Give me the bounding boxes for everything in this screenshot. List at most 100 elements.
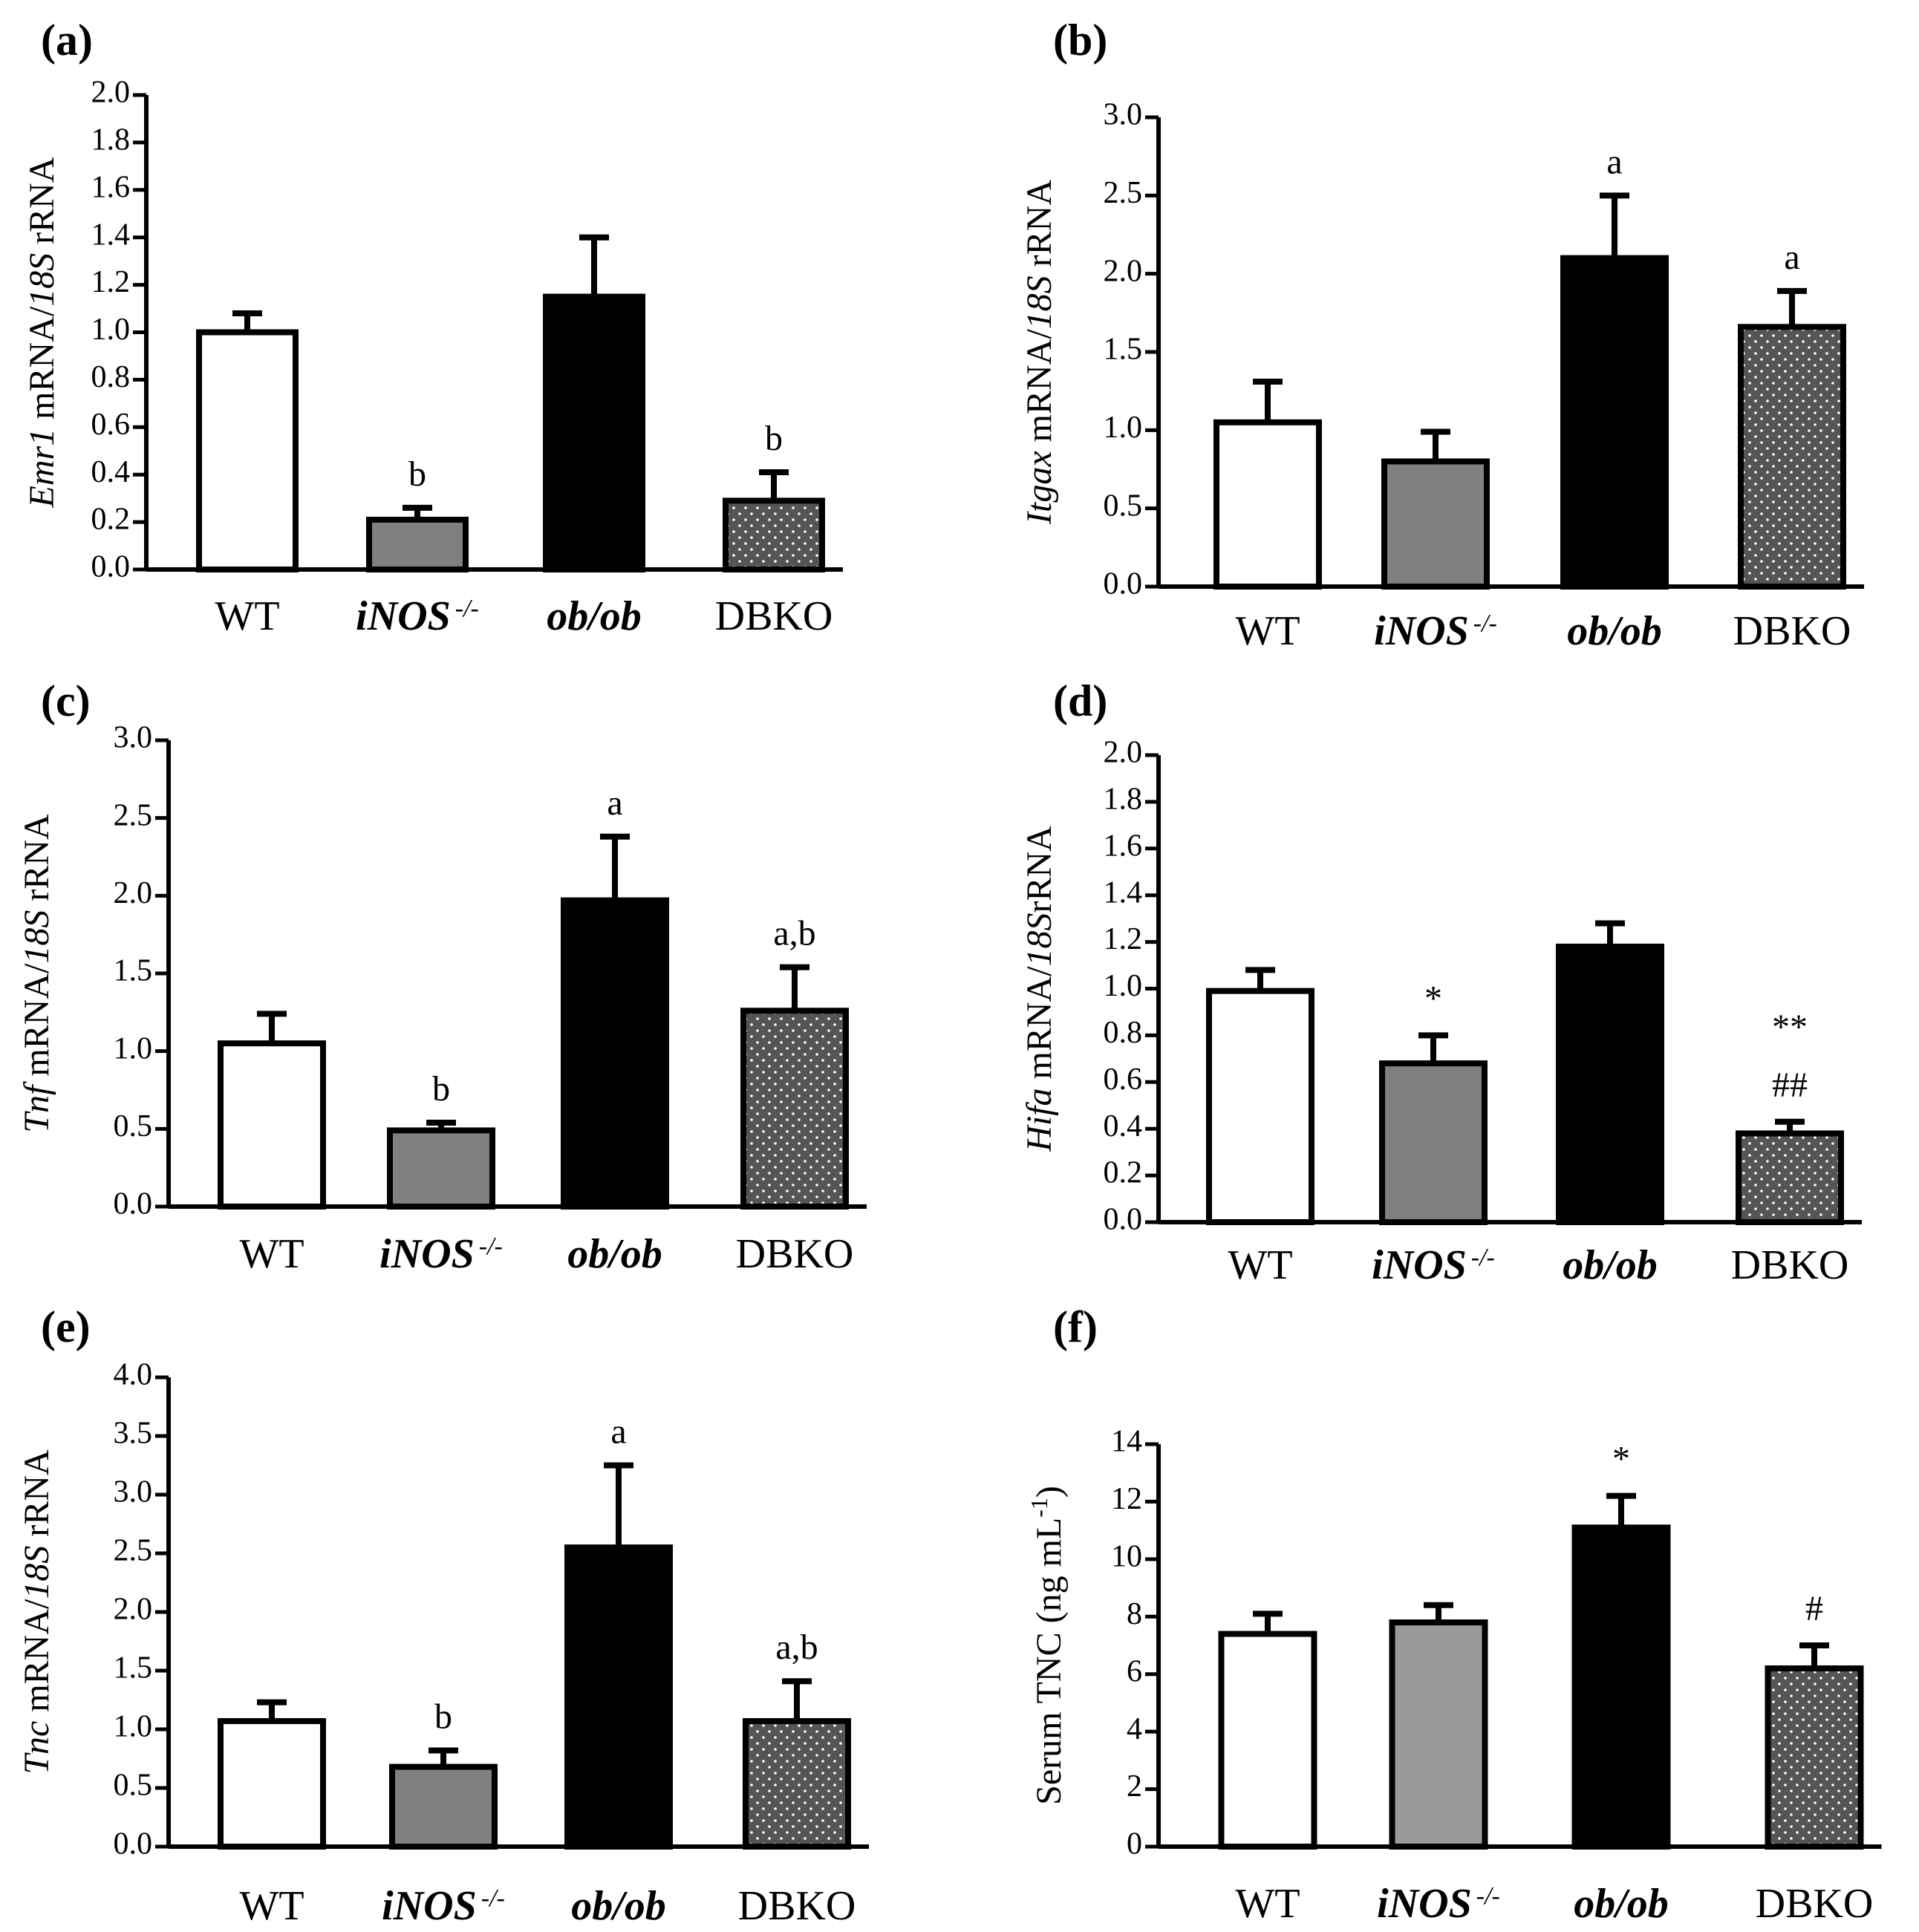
panel-d-y-tick-label: 1.4: [1104, 875, 1143, 910]
panel-c-y-axis-title: Tnf mRNA/18S rRNA: [17, 814, 56, 1133]
panel-e-y-tick-label: 1.0: [114, 1710, 153, 1744]
panel-d-bar-inos: [1379, 1060, 1488, 1226]
panel-b-y-tick-label: 3.0: [1104, 98, 1143, 132]
panel-c-bar-inos: [387, 1127, 495, 1210]
panel-a-category-dbko: DBKO: [715, 593, 833, 639]
panel-b-y-tick-label: 1.0: [1104, 411, 1143, 445]
panel-a-y-tick-label: 0.6: [91, 408, 131, 442]
panel-e: (e) 0.0 0.5 1.0 1.5 2.0 2.5 3.0 3.5 4.0 Tnc mRNA/1…: [17, 1302, 869, 1929]
panel-b-y-axis-title: Itgax mRNA/18S rRNA: [1020, 180, 1059, 525]
panel-d-category-dbko: DBKO: [1731, 1242, 1849, 1288]
panel-c-y-tick-label: 2.5: [114, 798, 153, 832]
panel-d-bar-obob: [1556, 943, 1664, 1225]
panel-a-y-tick-label: 1.4: [91, 218, 131, 252]
panel-b-annotation-obob: a: [1606, 142, 1622, 181]
panel-f-category-dbko: DBKO: [1756, 1881, 1874, 1927]
panel-e-category-inos: iNOS -/-: [382, 1883, 505, 1929]
panel-a-annotation-dbko: b: [765, 419, 783, 458]
panel-b-y-tick-label: 2.5: [1104, 176, 1143, 210]
panel-f-bar-inos: [1389, 1619, 1488, 1850]
panel-d-bar-dbko: [1736, 1130, 1844, 1225]
panel-c-y-tick-label: 3.0: [114, 721, 153, 755]
panel-e-category-dbko: DBKO: [738, 1883, 856, 1929]
panel-b-y-tick-label: 1.5: [1104, 333, 1143, 367]
panel-e-bar-dbko: [743, 1717, 851, 1850]
panel-d-y-tick-label: 0.6: [1104, 1063, 1143, 1097]
panel-c-bar-dbko: [740, 1008, 849, 1210]
panel-f-annotation-obob: *: [1612, 1440, 1630, 1479]
panel-a-y-tick-label: 0.4: [91, 455, 131, 489]
panel-f-label: (f): [1053, 1302, 1098, 1351]
panel-c-y-tick-label: 1.5: [114, 954, 153, 988]
panel-a-y-tick-label: 0.0: [91, 550, 131, 584]
panel-a-bar-wt: [196, 329, 299, 572]
panel-e-y-tick-label: 0.0: [114, 1827, 153, 1861]
panel-f-y-tick-label: 14: [1111, 1425, 1142, 1459]
panel-b-category-dbko: DBKO: [1733, 608, 1851, 654]
panel-f-category-inos: iNOS -/-: [1377, 1881, 1500, 1927]
panel-c-category-wt: WT: [239, 1231, 304, 1277]
panel-d-annotation-inos: *: [1424, 979, 1442, 1018]
panel-b-bar-obob: [1560, 255, 1669, 590]
panel-b: (b) 0.0 0.5 1.0 1.5 2.0 2.5 3.0 Itgax mRNA/18S r…: [1020, 16, 1864, 654]
panel-b-bar-dbko: [1738, 324, 1846, 590]
panel-a-label: (a): [41, 16, 93, 65]
panel-a-y-tick-label: 0.2: [91, 503, 131, 537]
panel-a-bar-dbko: [723, 497, 825, 572]
panel-f-annotation-dbko: #: [1805, 1589, 1823, 1628]
panel-c-bar-wt: [218, 1040, 326, 1210]
panel-b-y-tick-label: 0.0: [1104, 567, 1143, 601]
panel-b-y-tick-label: 0.5: [1104, 489, 1143, 523]
panel-e-annotation-inos: b: [434, 1697, 452, 1736]
panel-f-bar-obob: [1571, 1524, 1671, 1850]
panel-a-category-wt: WT: [215, 593, 279, 639]
panel-f-y-axis-title: Serum TNC (ng mL-1): [1026, 1486, 1069, 1805]
panel-a-bar-obob: [543, 293, 645, 572]
panel-f-y-tick-label: 12: [1111, 1482, 1142, 1516]
panel-e-category-obob: ob/ob: [571, 1883, 666, 1929]
panel-b-category-obob: ob/ob: [1567, 608, 1662, 654]
panel-a-y-tick-label: 1.6: [91, 170, 131, 204]
panel-f-y-tick-label: 10: [1111, 1539, 1142, 1573]
panel-c-category-obob: ob/ob: [567, 1231, 662, 1277]
panel-d-annotation-dbko: ##: [1772, 1065, 1808, 1105]
panel-b-annotation-dbko: a: [1784, 238, 1799, 277]
panel-d-category-inos: iNOS -/-: [1372, 1242, 1495, 1288]
panel-f-y-tick-label: 4: [1127, 1712, 1142, 1746]
panel-d-y-tick-label: 0.2: [1104, 1156, 1143, 1190]
panel-f-bar-dbko: [1765, 1665, 1864, 1850]
panel-e-y-tick-label: 2.5: [114, 1534, 153, 1568]
panel-b-category-wt: WT: [1235, 608, 1300, 654]
panel-e-y-axis-title: Tnc mRNA/18S rRNA: [17, 1449, 56, 1775]
panel-a-y-tick-label: 0.8: [91, 360, 131, 394]
panel-d-y-tick-label: 0.0: [1104, 1203, 1143, 1237]
panel-b-label: (b): [1053, 16, 1107, 65]
panel-d-category-wt: WT: [1228, 1242, 1292, 1288]
panel-e-bar-obob: [564, 1544, 673, 1850]
panel-c-y-tick-label: 2.0: [114, 876, 153, 910]
panel-d-annotation-dbko: **: [1772, 1008, 1808, 1047]
panel-c-annotation-dbko: a,b: [773, 914, 815, 953]
panel-e-y-tick-label: 3.0: [114, 1475, 153, 1510]
panel-f-category-obob: ob/ob: [1574, 1881, 1669, 1927]
panel-d: (d) 0.0 0.2 0.4 0.6 0.8 1.0 1.2 1.4 1.6 1.8 2.0 Hifa…: [1020, 676, 1862, 1288]
panel-d-y-tick-label: 0.8: [1104, 1016, 1143, 1050]
panel-b-category-inos: iNOS -/-: [1374, 608, 1497, 654]
panel-d-y-tick-label: 2.0: [1104, 736, 1143, 770]
panel-a-y-tick-label: 1.2: [91, 265, 131, 299]
panel-f-category-wt: WT: [1235, 1881, 1300, 1927]
panel-f: (f) 0 2 4 6 8 10 12 14 Serum TNC (ng mL-1) WT iNOS -…: [1026, 1302, 1882, 1927]
panel-b-bar-wt: [1213, 419, 1322, 590]
panel-b-bar-inos: [1381, 458, 1490, 590]
panel-a-y-tick-label: 2.0: [91, 76, 131, 110]
panel-d-y-tick-label: 1.2: [1104, 922, 1143, 956]
panel-c-annotation-obob: a: [607, 783, 622, 823]
panel-e-y-tick-label: 0.5: [114, 1769, 153, 1803]
panel-c-label: (c): [41, 676, 91, 725]
panel-c-category-inos: iNOS -/-: [379, 1231, 503, 1277]
panel-a-category-obob: ob/ob: [547, 593, 642, 639]
panel-f-y-tick-label: 2: [1127, 1769, 1142, 1804]
panel-c-bar-obob: [561, 897, 669, 1210]
panel-e-y-tick-label: 2.0: [114, 1593, 153, 1627]
panel-d-y-tick-label: 0.4: [1104, 1109, 1143, 1143]
